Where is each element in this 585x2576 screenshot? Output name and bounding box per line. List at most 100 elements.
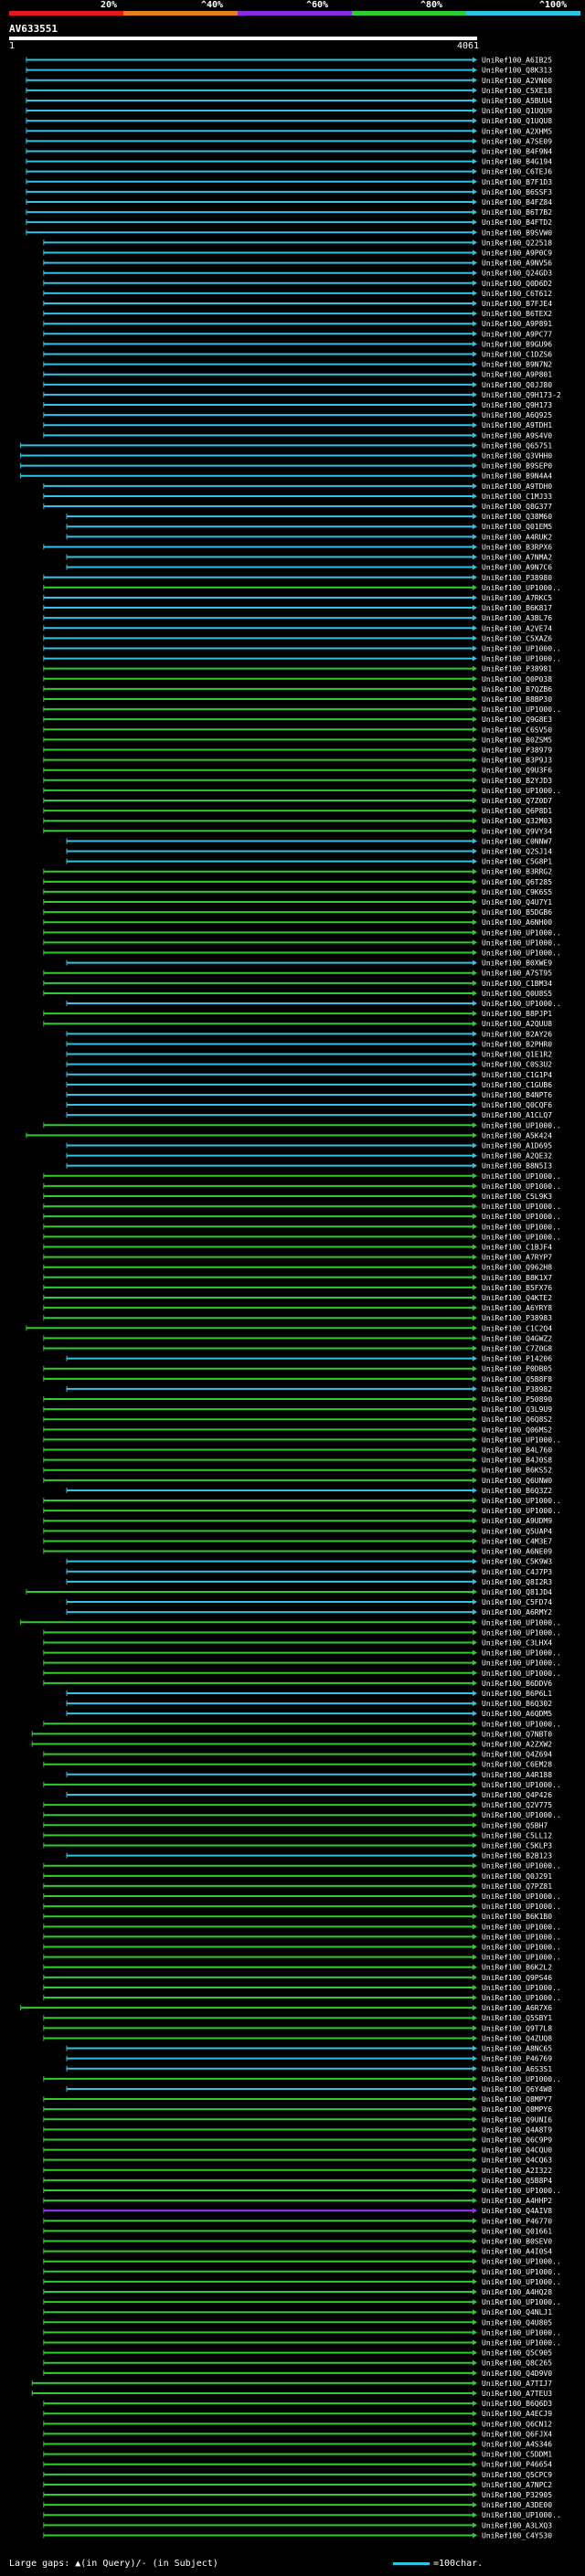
hit-label[interactable]: UniRef100_P38981 [482,665,552,673]
hit-label[interactable]: UniRef100_UP1000.. [482,1670,561,1678]
hit-label[interactable]: UniRef100_Q1UQU9 [482,107,552,115]
hit-label[interactable]: UniRef100_Q01EM5 [482,523,552,531]
hit-label[interactable]: UniRef100_UP1000.. [482,1649,561,1658]
hit-label[interactable]: UniRef100_A7ST95 [482,970,552,978]
hit-label[interactable]: UniRef100_Q9G8E3 [482,716,552,724]
hit-label[interactable]: UniRef100_B6T7B2 [482,208,552,217]
hit-label[interactable]: UniRef100_Q38M60 [482,513,552,521]
hit-label[interactable]: UniRef100_A7NPC2 [482,2481,552,2489]
hit-label[interactable]: UniRef100_A4ECJ9 [482,2410,552,2418]
hit-label[interactable]: UniRef100_C5L9K3 [482,1193,552,1201]
hit-label[interactable]: UniRef100_Q6UNW0 [482,1477,552,1485]
hit-label[interactable]: UniRef100_UP1000.. [482,1659,561,1668]
hit-label[interactable]: UniRef100_Q962H8 [482,1264,552,1272]
hit-label[interactable]: UniRef100_A6NH00 [482,918,552,927]
hit-label[interactable]: UniRef100_Q6FJX4 [482,2430,552,2438]
hit-label[interactable]: UniRef100_C1G1P4 [482,1071,552,1079]
hit-label[interactable]: UniRef100_P38982 [482,1385,552,1394]
hit-label[interactable]: UniRef100_UP1000.. [482,1233,561,1241]
hit-label[interactable]: UniRef100_C5XE18 [482,87,552,95]
hit-label[interactable]: UniRef100_C1BM34 [482,980,552,988]
hit-label[interactable]: UniRef100_Q4A8T9 [482,2125,552,2134]
hit-label[interactable]: UniRef100_UP1000.. [482,1984,561,1992]
hit-label[interactable]: UniRef100_B6Q3Z2 [482,1487,552,1495]
hit-label[interactable]: UniRef100_Q0P038 [482,675,552,684]
hit-label[interactable]: UniRef100_Q2SJ14 [482,848,552,856]
hit-label[interactable]: UniRef100_A3BL76 [482,614,552,622]
hit-label[interactable]: UniRef100_Q9H173-2 [482,391,561,399]
hit-label[interactable]: UniRef100_UP1000.. [482,1213,561,1221]
hit-label[interactable]: UniRef100_UP1000.. [482,2258,561,2266]
hit-label[interactable]: UniRef100_A4HQ28 [482,2288,552,2296]
hit-label[interactable]: UniRef100_B4FTD2 [482,218,552,227]
hit-label[interactable]: UniRef100_C6TEJ6 [482,168,552,176]
hit-label[interactable]: UniRef100_P46769 [482,2055,552,2063]
hit-label[interactable]: UniRef100_A6R7X6 [482,2004,552,2012]
hit-label[interactable]: UniRef100_Q8MPY7 [482,2095,552,2104]
hit-label[interactable]: UniRef100_Q5UAP4 [482,1527,552,1535]
hit-label[interactable]: UniRef100_B6TEX2 [482,310,552,318]
hit-label[interactable]: UniRef100_A6QDM5 [482,1710,552,1718]
hit-label[interactable]: UniRef100_UP1000.. [482,1903,561,1911]
hit-label[interactable]: UniRef100_B8BP30 [482,695,552,704]
hit-label[interactable]: UniRef100_A6S3S1 [482,2065,552,2073]
hit-label[interactable]: UniRef100_C1C2Q4 [482,1324,552,1332]
hit-label[interactable]: UniRef100_UP1000.. [482,1720,561,1728]
hit-label[interactable]: UniRef100_UP1000.. [482,1781,561,1789]
hit-label[interactable]: UniRef100_A8NC65 [482,2045,552,2053]
hit-label[interactable]: UniRef100_Q0D6D2 [482,280,552,288]
hit-label[interactable]: UniRef100_C0NNW7 [482,837,552,845]
hit-label[interactable]: UniRef100_Q4P426 [482,1791,552,1799]
hit-label[interactable]: UniRef100_Q9H173 [482,401,552,409]
hit-label[interactable]: UniRef100_B6SSF3 [482,188,552,196]
hit-label[interactable]: UniRef100_Q8G377 [482,503,552,511]
hit-label[interactable]: UniRef100_B4L760 [482,1447,552,1455]
hit-label[interactable]: UniRef100_UP1000.. [482,1436,561,1444]
hit-label[interactable]: UniRef100_A2QUU8 [482,1020,552,1028]
hit-label[interactable]: UniRef100_Q24GD3 [482,270,552,278]
hit-label[interactable]: UniRef100_A4RUK2 [482,533,552,541]
hit-label[interactable]: UniRef100_A4HHP2 [482,2197,552,2205]
hit-label[interactable]: UniRef100_A9P801 [482,371,552,379]
hit-label[interactable]: UniRef100_UP1000.. [482,2511,561,2519]
hit-label[interactable]: UniRef100_A9TDH0 [482,482,552,491]
hit-label[interactable]: UniRef100_UP1000.. [482,1628,561,1637]
hit-label[interactable]: UniRef100_C1MJ33 [482,493,552,501]
hit-label[interactable]: UniRef100_UP1000.. [482,655,561,663]
hit-label[interactable]: UniRef100_P38980 [482,574,552,582]
hit-label[interactable]: UniRef100_Q6CN12 [482,2420,552,2428]
hit-label[interactable]: UniRef100_C4M3E7 [482,1537,552,1545]
hit-label[interactable]: UniRef100_B6Q6D3 [482,2400,552,2408]
hit-label[interactable]: UniRef100_Q0CQF6 [482,1101,552,1109]
hit-label[interactable]: UniRef100_Q4CQ63 [482,2157,552,2165]
hit-label[interactable]: UniRef100_Q01661 [482,2227,552,2235]
hit-label[interactable]: UniRef100_Q3VHH0 [482,452,552,461]
hit-label[interactable]: UniRef100_Q6P8D1 [482,807,552,815]
hit-label[interactable]: UniRef100_Q8K313 [482,67,552,75]
hit-label[interactable]: UniRef100_A7SE09 [482,137,552,145]
hit-label[interactable]: UniRef100_Q0U8S5 [482,990,552,998]
hit-label[interactable]: UniRef100_A9N7C6 [482,564,552,572]
hit-label[interactable]: UniRef100_C5KLP3 [482,1842,552,1850]
hit-label[interactable]: UniRef100_C0S3U2 [482,1061,552,1069]
hit-label[interactable]: UniRef100_UP1000.. [482,1944,561,1952]
hit-label[interactable]: UniRef100_B9SVW0 [482,228,552,237]
hit-label[interactable]: UniRef100_UP1000.. [482,2339,561,2348]
hit-label[interactable]: UniRef100_A9TDH1 [482,421,552,429]
hit-label[interactable]: UniRef100_A4I0S4 [482,2248,552,2256]
hit-label[interactable]: UniRef100_P14206 [482,1355,552,1363]
hit-label[interactable]: UniRef100_A2I322 [482,2167,552,2175]
hit-label[interactable]: UniRef100_UP1000.. [482,1862,561,1871]
hit-label[interactable]: UniRef100_C5XAZ6 [482,634,552,642]
hit-label[interactable]: UniRef100_C1GUB6 [482,1081,552,1089]
hit-label[interactable]: UniRef100_P46654 [482,2461,552,2469]
hit-label[interactable]: UniRef100_A6RMY2 [482,1608,552,1617]
hit-label[interactable]: UniRef100_Q9PS46 [482,1974,552,1982]
hit-label[interactable]: UniRef100_A4R188 [482,1771,552,1779]
hit-label[interactable]: UniRef100_B2PHR0 [482,1040,552,1048]
hit-label[interactable]: UniRef100_Q1UQU8 [482,117,552,125]
hit-label[interactable]: UniRef100_B9GU96 [482,340,552,348]
hit-label[interactable]: UniRef100_B5FX76 [482,1284,552,1292]
hit-label[interactable]: UniRef100_C3LHX4 [482,1638,552,1647]
hit-label[interactable]: UniRef100_A7TIJ7 [482,2380,552,2388]
